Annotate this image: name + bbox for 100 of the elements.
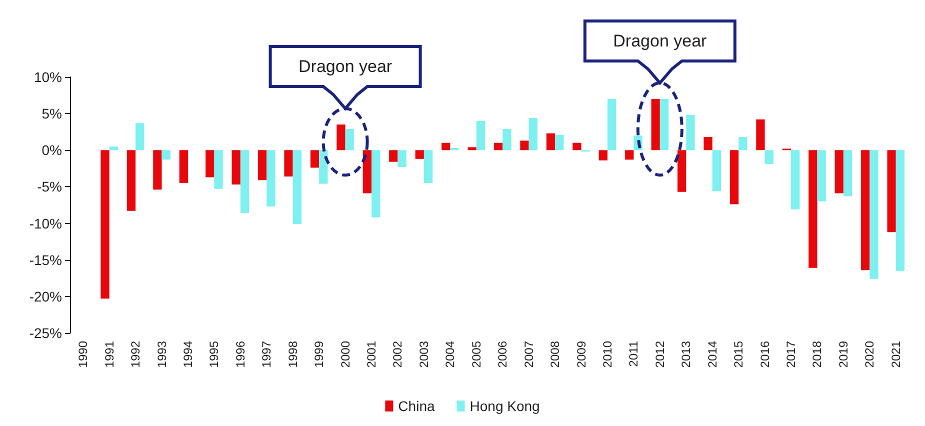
bar — [336, 124, 346, 150]
bar — [756, 119, 765, 150]
bar — [100, 150, 110, 299]
x-tick-label: 2011 — [626, 340, 641, 367]
x-tick-label: 2001 — [364, 340, 379, 368]
x-tick-label: 2000 — [338, 340, 352, 368]
x-tick-label: 2017 — [784, 340, 798, 368]
bar — [126, 150, 136, 211]
bar — [389, 150, 398, 162]
bar — [861, 150, 870, 270]
x-tick-label: 2019 — [836, 340, 850, 368]
x-tick-label: 1993 — [154, 340, 169, 368]
bar — [677, 150, 686, 192]
x-tick-label: 2009 — [574, 340, 588, 368]
x-tick-label: 2006 — [496, 340, 510, 368]
bar — [502, 128, 512, 150]
x-tick-label: 2020 — [862, 340, 877, 368]
bar — [232, 150, 240, 185]
bar — [266, 150, 276, 206]
bar — [468, 147, 476, 150]
bar — [607, 98, 616, 150]
x-tick-label: 2010 — [600, 340, 614, 368]
y-tick-label: -20% — [29, 288, 62, 304]
bar — [372, 150, 380, 218]
x-tick-label: 2004 — [443, 340, 458, 368]
bar — [660, 98, 669, 150]
bar — [555, 134, 564, 150]
bar — [319, 150, 328, 184]
y-tick-label: -10% — [29, 215, 62, 232]
bar — [808, 150, 818, 268]
bar — [528, 118, 538, 150]
x-tick-label: 2012 — [652, 340, 667, 368]
x-tick-label: 1994 — [180, 340, 195, 368]
bar — [136, 123, 144, 150]
annotation: Dragon year — [613, 31, 708, 50]
legend-label: China — [398, 398, 435, 414]
bar — [764, 150, 774, 164]
y-tick-label: 5% — [42, 106, 62, 122]
bar — [520, 140, 529, 150]
y-tick-label: 10% — [34, 69, 62, 85]
annotation: Dragon year — [298, 57, 392, 76]
y-tick-label: -25% — [29, 325, 62, 341]
bar — [651, 98, 660, 150]
x-tick-label: 2005 — [469, 340, 484, 368]
x-tick-label: 2014 — [705, 340, 720, 368]
bar — [442, 142, 450, 150]
x-tick-label: 2013 — [679, 340, 694, 368]
bar — [476, 120, 486, 150]
bar — [153, 150, 162, 190]
x-tick-label: 1990 — [76, 340, 90, 368]
bar — [834, 150, 844, 194]
bar — [843, 150, 852, 196]
bar — [398, 150, 406, 167]
bar — [686, 115, 695, 150]
bar — [214, 150, 223, 189]
bar — [712, 150, 722, 192]
x-tick-label: 1991 — [102, 340, 116, 368]
bar — [162, 150, 170, 160]
bar — [791, 150, 800, 210]
x-tick-label: 2021 — [888, 340, 903, 368]
bar — [292, 150, 302, 224]
x-tick-label: 1992 — [128, 340, 143, 368]
bar — [704, 136, 712, 150]
bar — [258, 150, 267, 180]
x-tick-label: 1998 — [286, 340, 300, 368]
y-tick-label: 0% — [42, 142, 62, 158]
x-tick-label: 2003 — [416, 340, 431, 368]
x-tick-label: 2002 — [390, 340, 405, 368]
bar — [598, 150, 608, 160]
y-tick-label: -15% — [29, 252, 62, 268]
bar — [572, 142, 582, 150]
x-tick-label: 2016 — [758, 340, 772, 368]
bar — [179, 150, 188, 184]
bar — [730, 150, 739, 204]
bar — [817, 150, 826, 202]
x-tick-label: 2018 — [810, 340, 824, 368]
bar — [424, 150, 433, 184]
x-tick-label: 1997 — [260, 340, 274, 368]
x-tick-label: 2007 — [522, 340, 536, 368]
bar — [738, 136, 748, 150]
bar — [415, 150, 424, 159]
x-tick-label: 1995 — [207, 340, 222, 368]
x-tick-label: 1996 — [233, 340, 248, 368]
bar — [625, 150, 634, 160]
y-tick-label: -5% — [37, 178, 62, 195]
bar — [284, 150, 293, 176]
bar — [896, 150, 905, 271]
bar — [310, 150, 320, 168]
bar — [450, 148, 459, 150]
x-tick-label: 2008 — [548, 340, 562, 368]
bar — [887, 150, 896, 232]
legend-label: Hong Kong — [470, 398, 540, 414]
x-tick-label: 1999 — [312, 340, 326, 368]
bar — [546, 133, 556, 150]
bar — [345, 128, 354, 150]
bar — [240, 150, 250, 214]
bar — [870, 150, 878, 279]
x-tick-label: 2015 — [732, 340, 746, 368]
bar — [109, 146, 118, 150]
bar — [494, 142, 503, 150]
